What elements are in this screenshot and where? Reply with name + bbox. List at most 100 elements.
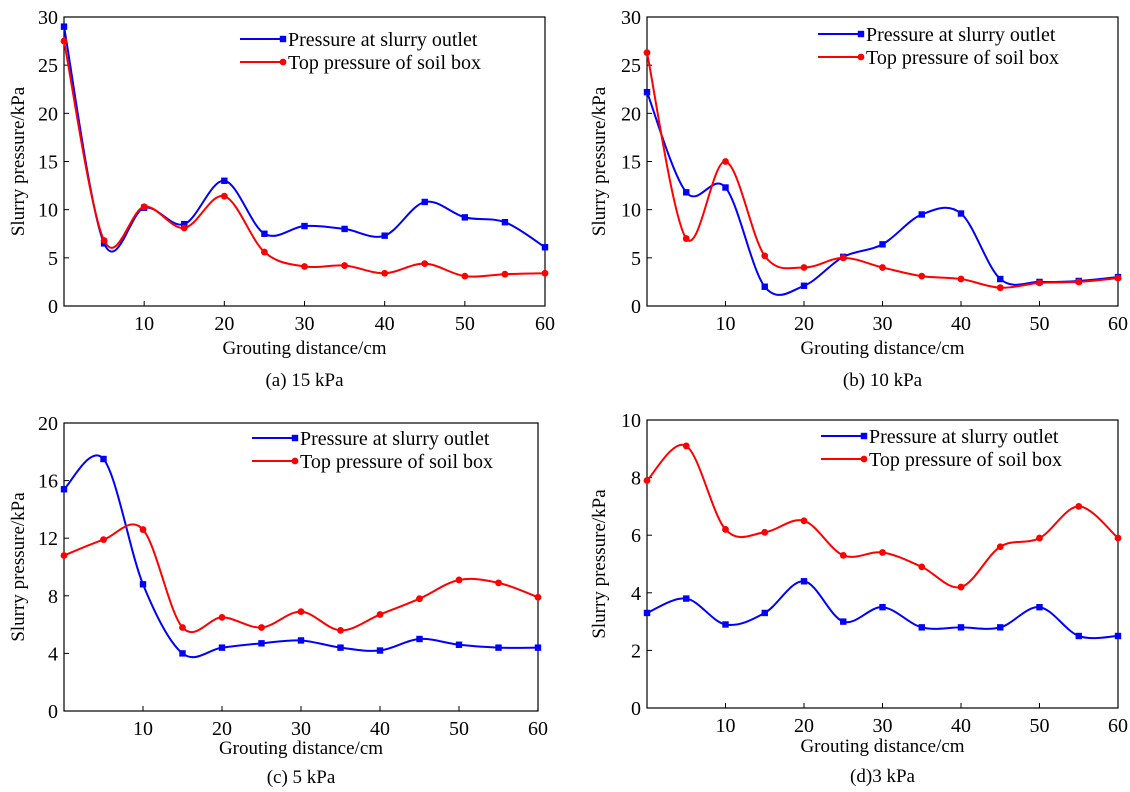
data-point <box>180 224 188 232</box>
data-point <box>376 647 384 654</box>
data-point <box>643 49 651 57</box>
data-point <box>495 579 502 587</box>
data-point <box>800 282 808 289</box>
data-point <box>761 252 769 260</box>
x-tick-label: 30 <box>295 313 315 335</box>
y-tick-label: 2 <box>631 640 641 662</box>
data-point <box>682 442 690 450</box>
data-point <box>60 37 68 45</box>
data-point <box>416 635 423 643</box>
data-point <box>800 517 808 525</box>
data-point <box>957 275 965 283</box>
panel-caption: (a) 15 kPa <box>265 370 344 391</box>
y-tick-label: 8 <box>48 586 58 608</box>
data-point <box>534 644 542 651</box>
data-point <box>761 283 768 290</box>
data-point <box>221 177 228 184</box>
legend-label: Pressure at slurry outlet <box>866 24 1056 46</box>
data-point <box>534 593 542 601</box>
data-point <box>1036 534 1043 542</box>
data-point <box>139 526 147 533</box>
data-point <box>761 609 768 617</box>
data-point <box>461 214 469 221</box>
legend-marker <box>279 58 287 66</box>
data-point <box>722 158 729 165</box>
data-point <box>840 618 847 625</box>
data-point <box>722 184 729 191</box>
data-point <box>179 650 186 657</box>
data-point <box>761 528 769 536</box>
data-point <box>683 189 690 196</box>
data-point <box>722 526 729 533</box>
data-point <box>722 621 729 628</box>
data-point <box>918 211 925 218</box>
x-tick-label: 40 <box>951 313 971 335</box>
data-point <box>996 284 1004 292</box>
y-tick-label: 15 <box>621 152 641 174</box>
data-point <box>416 595 423 603</box>
data-point <box>918 563 926 571</box>
y-axis-label: Slurry pressure/kPa <box>8 86 29 236</box>
data-point <box>381 232 388 239</box>
legend-marker <box>291 434 299 442</box>
data-point <box>261 230 268 237</box>
data-point <box>60 486 68 493</box>
series-line <box>63 523 539 634</box>
data-point <box>839 551 847 559</box>
x-tick-label: 60 <box>535 313 555 335</box>
data-point <box>879 604 886 611</box>
x-tick-label: 20 <box>214 313 234 335</box>
data-point <box>140 203 148 211</box>
x-tick-label: 20 <box>212 718 232 740</box>
y-tick-label: 16 <box>38 471 58 493</box>
y-tick-label: 30 <box>621 7 641 29</box>
legend-label: Pressure at slurry outlet <box>300 428 490 450</box>
y-tick-label: 4 <box>631 583 641 605</box>
data-point <box>258 624 265 631</box>
data-point <box>297 608 305 616</box>
data-point <box>301 263 308 270</box>
data-point <box>879 549 886 556</box>
data-point <box>997 275 1004 283</box>
x-tick-label: 20 <box>794 313 814 335</box>
series-1 <box>643 88 1122 296</box>
data-point <box>100 237 108 244</box>
data-point <box>541 244 549 251</box>
panel-caption: (b) 10 kPa <box>843 370 923 391</box>
data-point <box>1036 279 1043 287</box>
chart-panel-3: 0 4 8 12 16 20 10 20 30 40 50 60 Grouting distance/c… <box>8 413 548 788</box>
data-point <box>60 552 68 559</box>
y-tick-label: 8 <box>631 468 641 490</box>
data-point <box>376 611 384 618</box>
x-tick-label: 40 <box>951 715 971 737</box>
y-tick-label: 0 <box>48 701 58 723</box>
data-point <box>261 248 268 256</box>
data-point <box>220 192 228 200</box>
x-tick-label: 50 <box>1030 313 1050 335</box>
y-tick-label: 5 <box>631 248 641 270</box>
x-tick-label: 10 <box>134 313 154 335</box>
chart-panel-1: 0 5 10 15 20 25 30 10 20 30 40 50 60 Grouting distanc… <box>8 7 555 391</box>
x-tick-label: 30 <box>873 715 893 737</box>
legend-label: Top pressure of soil box <box>869 449 1062 471</box>
panel-caption: (c) 5 kPa <box>267 767 336 788</box>
data-point <box>100 536 107 544</box>
data-point <box>179 624 186 631</box>
x-tick-label: 60 <box>1108 313 1128 335</box>
data-point <box>879 264 886 271</box>
data-point <box>495 644 502 651</box>
x-tick-label: 40 <box>375 313 395 335</box>
y-tick-label: 0 <box>48 296 58 318</box>
legend-marker <box>279 35 287 43</box>
y-tick-label: 0 <box>631 698 641 720</box>
data-point <box>1036 604 1043 611</box>
y-axis-label: Slurry pressure/kPa <box>8 492 29 642</box>
data-point <box>301 222 308 230</box>
data-point <box>341 225 348 233</box>
legend-marker <box>857 30 865 38</box>
legend-marker <box>860 455 868 463</box>
legend-label: Pressure at slurry outlet <box>869 426 1059 448</box>
